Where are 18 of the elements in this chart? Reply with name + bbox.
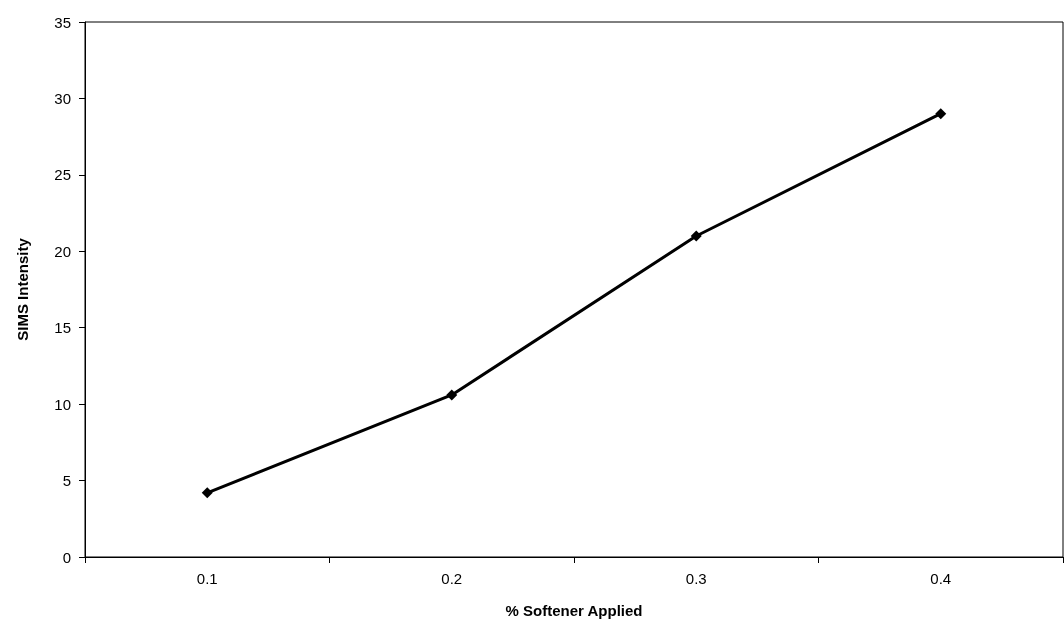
y-tick-label: 30 xyxy=(54,89,71,107)
x-tick-label: 0.4 xyxy=(930,570,952,587)
x-axis-title: % Softener Applied xyxy=(505,602,643,619)
point xyxy=(446,389,458,401)
y-tick-label: 5 xyxy=(62,472,71,490)
point xyxy=(201,487,213,499)
y-tick-label: 0 xyxy=(62,548,71,566)
y-axis-title: SIMS Intensity xyxy=(14,237,31,341)
y-tick-label: 20 xyxy=(54,242,71,260)
point xyxy=(690,230,702,242)
x-tick-label: 0.3 xyxy=(685,570,707,587)
x-tick-label: 0.2 xyxy=(441,570,463,587)
y-tick-label: 35 xyxy=(54,13,71,31)
y-tick-label: 25 xyxy=(54,166,71,184)
x-tick-label: 0.1 xyxy=(196,570,218,587)
y-tick-label: 10 xyxy=(54,395,71,413)
y-tick-label: 15 xyxy=(54,319,71,337)
point xyxy=(935,108,947,120)
